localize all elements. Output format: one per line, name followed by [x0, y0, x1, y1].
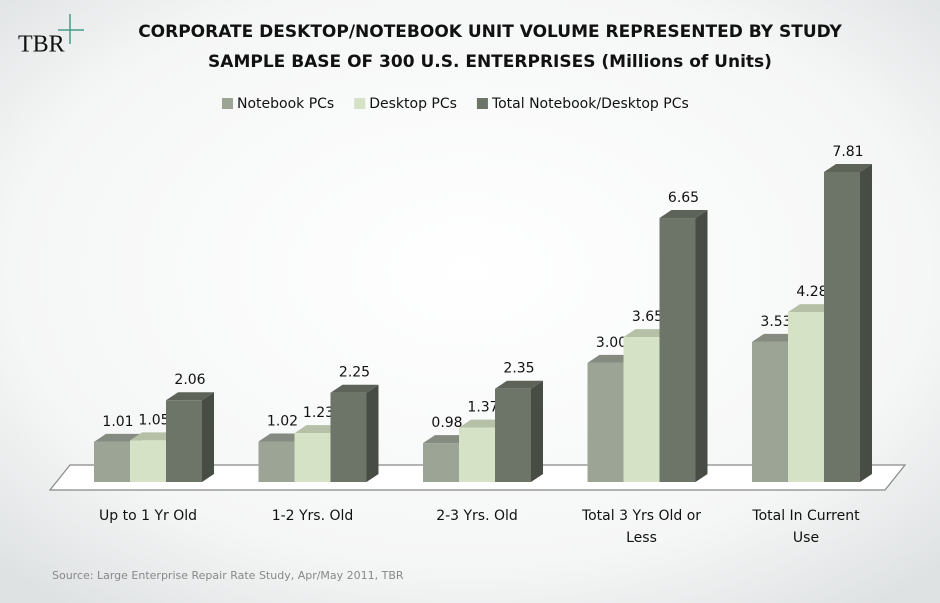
- bar: [587, 362, 624, 482]
- logo: TBR: [18, 32, 65, 58]
- bar: [130, 440, 166, 482]
- bar-side: [366, 384, 379, 482]
- logo-mark: [58, 14, 84, 44]
- data-label: 2.35: [503, 361, 534, 377]
- data-label: 3.53: [760, 314, 791, 330]
- data-label: 1.05: [138, 412, 169, 428]
- bar: [258, 441, 295, 482]
- bar-side: [531, 380, 543, 482]
- x-tick-label: Total 3 Yrs Old or Less: [581, 508, 701, 546]
- data-label: 1.37: [467, 400, 498, 416]
- bar: [330, 392, 367, 482]
- data-label: 1.23: [303, 405, 334, 421]
- legend-label: Desktop PCs: [369, 96, 457, 112]
- legend-swatch: [354, 98, 366, 109]
- bar-top: [659, 210, 708, 219]
- bar: [294, 433, 331, 482]
- data-label: 1.01: [102, 414, 133, 430]
- data-label: 1.02: [267, 414, 298, 430]
- bar: [166, 400, 202, 482]
- bar: [94, 441, 130, 482]
- bar: [752, 341, 788, 482]
- bar-side: [695, 210, 708, 483]
- bar: [824, 172, 860, 482]
- chart-title: SAMPLE BASE OF 300 U.S. ENTERPRISES (Mil…: [208, 52, 772, 72]
- chart-title: CORPORATE DESKTOP/NOTEBOOK UNIT VOLUME R…: [138, 22, 842, 42]
- x-tick-label: Total In Current Use: [751, 508, 860, 546]
- bar: [623, 337, 660, 482]
- bar-top: [330, 384, 379, 393]
- data-label: 2.25: [339, 365, 370, 381]
- bar-top: [495, 380, 543, 389]
- bar: [423, 443, 459, 482]
- bar: [495, 388, 531, 482]
- bar: [459, 427, 495, 482]
- data-label: 3.00: [596, 335, 627, 351]
- bar-side: [202, 392, 214, 482]
- bar-top: [94, 433, 142, 442]
- source: Source: Large Enterprise Repair Rate Stu…: [52, 569, 404, 582]
- data-label: 7.81: [832, 144, 863, 160]
- data-label: 3.65: [632, 309, 663, 325]
- bar-side: [860, 164, 872, 482]
- x-tick-label: Up to 1 Yr Old: [99, 508, 197, 524]
- x-tick-label: 1-2 Yrs. Old: [272, 508, 354, 524]
- legend-label: Notebook PCs: [237, 96, 334, 112]
- legend-swatch: [222, 98, 233, 109]
- data-label: 4.28: [796, 284, 827, 300]
- legend-label: Total Notebook/Desktop PCs: [491, 96, 689, 112]
- x-tick-label: 2-3 Yrs. Old: [436, 508, 518, 524]
- bar: [659, 218, 696, 483]
- bar-top: [166, 392, 214, 401]
- data-label: 0.98: [431, 415, 462, 431]
- data-label: 6.65: [668, 190, 699, 206]
- data-label: 2.06: [174, 372, 205, 388]
- legend-swatch: [476, 98, 488, 109]
- bar-top: [824, 164, 872, 172]
- bar: [788, 312, 824, 482]
